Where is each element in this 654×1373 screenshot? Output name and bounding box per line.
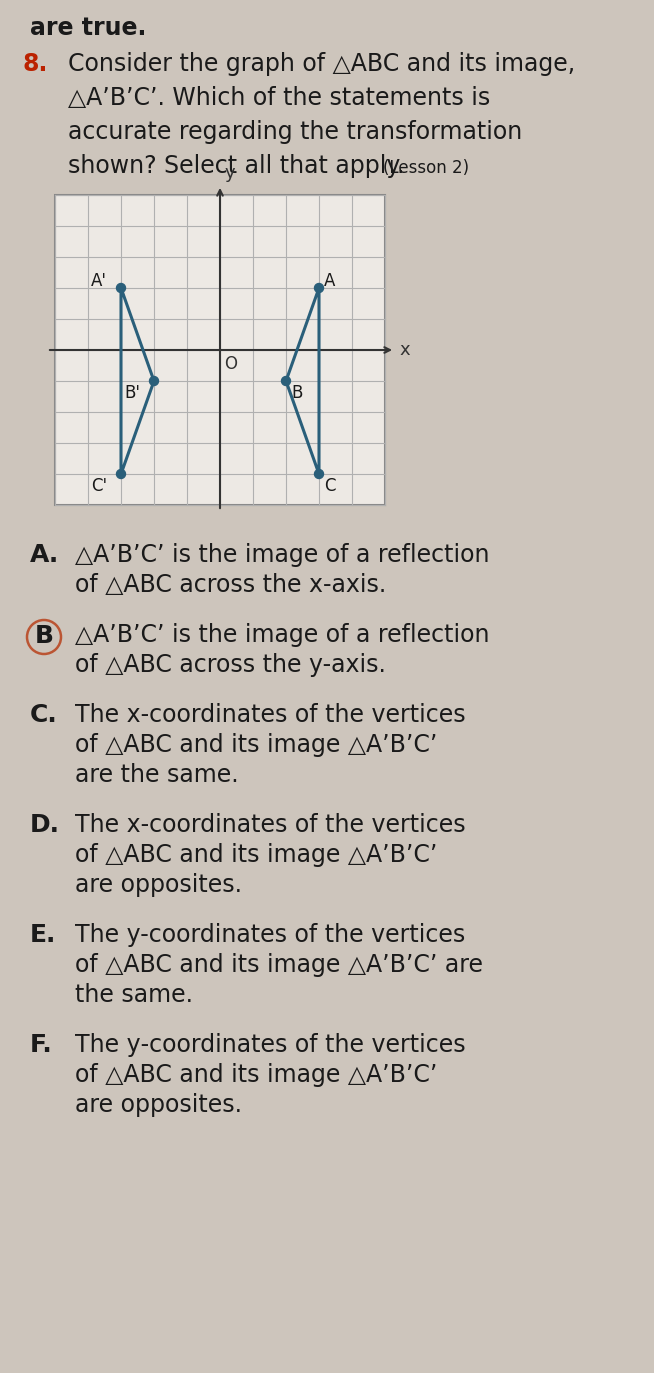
Text: The y-coordinates of the vertices: The y-coordinates of the vertices xyxy=(75,923,465,947)
Text: Consider the graph of △ABC and its image,: Consider the graph of △ABC and its image… xyxy=(68,52,575,76)
Bar xyxy=(55,195,385,505)
Text: A: A xyxy=(324,272,336,290)
Text: are opposites.: are opposites. xyxy=(75,1093,242,1118)
Text: The x-coordinates of the vertices: The x-coordinates of the vertices xyxy=(75,703,466,726)
Circle shape xyxy=(116,470,126,479)
Text: 8.: 8. xyxy=(22,52,47,76)
Text: B: B xyxy=(35,623,54,648)
Circle shape xyxy=(116,283,126,292)
Text: y: y xyxy=(225,163,235,183)
Text: of △ABC and its image △A’B’C’: of △ABC and its image △A’B’C’ xyxy=(75,733,438,757)
Text: O: O xyxy=(224,356,237,373)
Text: C: C xyxy=(324,476,336,496)
Circle shape xyxy=(281,376,290,386)
Text: D.: D. xyxy=(30,813,60,838)
Text: accurate regarding the transformation: accurate regarding the transformation xyxy=(68,119,523,144)
Text: are true.: are true. xyxy=(30,16,146,40)
Circle shape xyxy=(150,376,158,386)
Circle shape xyxy=(315,283,324,292)
Text: △A’B’C’ is the image of a reflection: △A’B’C’ is the image of a reflection xyxy=(75,623,489,647)
Text: are opposites.: are opposites. xyxy=(75,873,242,897)
Text: of △ABC and its image △A’B’C’: of △ABC and its image △A’B’C’ xyxy=(75,1063,438,1087)
Text: △A’B’C’. Which of the statements is: △A’B’C’. Which of the statements is xyxy=(68,86,490,110)
Text: C.: C. xyxy=(30,703,58,726)
Text: B: B xyxy=(291,384,302,402)
Text: The x-coordinates of the vertices: The x-coordinates of the vertices xyxy=(75,813,466,838)
Text: of △ABC across the x-axis.: of △ABC across the x-axis. xyxy=(75,573,387,597)
Circle shape xyxy=(315,470,324,479)
Text: A': A' xyxy=(91,272,107,290)
Text: shown? Select all that apply.: shown? Select all that apply. xyxy=(68,154,404,178)
Text: x: x xyxy=(399,341,409,358)
Text: the same.: the same. xyxy=(75,983,193,1006)
Text: F.: F. xyxy=(30,1032,53,1057)
Text: A.: A. xyxy=(30,542,60,567)
Text: of △ABC across the y-axis.: of △ABC across the y-axis. xyxy=(75,654,386,677)
Text: The y‑coordinates of the vertices: The y‑coordinates of the vertices xyxy=(75,1032,466,1057)
Text: (Lesson 2): (Lesson 2) xyxy=(383,159,469,177)
Text: C': C' xyxy=(91,476,107,496)
Text: △A’B’C’ is the image of a reflection: △A’B’C’ is the image of a reflection xyxy=(75,542,489,567)
Text: B': B' xyxy=(124,384,140,402)
Text: of △ABC and its image △A’B’C’ are: of △ABC and its image △A’B’C’ are xyxy=(75,953,483,978)
Text: are the same.: are the same. xyxy=(75,763,239,787)
Text: of △ABC and its image △A’B’C’: of △ABC and its image △A’B’C’ xyxy=(75,843,438,866)
Text: E.: E. xyxy=(30,923,56,947)
